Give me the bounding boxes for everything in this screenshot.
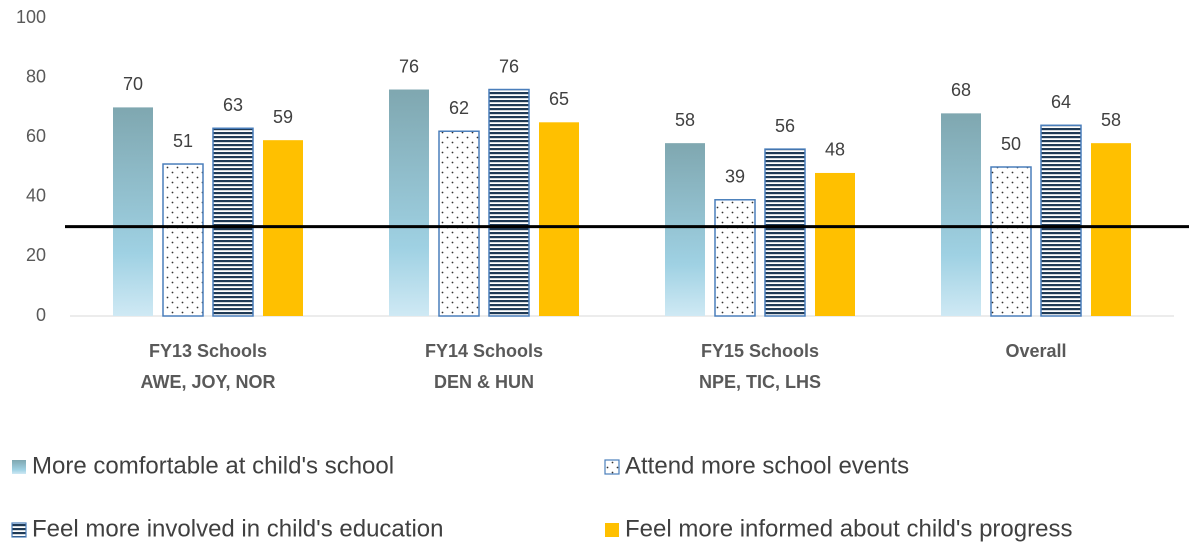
value-label: 76 (499, 56, 519, 76)
bar (488, 88, 530, 317)
bar (815, 172, 855, 316)
value-label: 59 (273, 107, 293, 127)
bar (438, 130, 480, 317)
value-label: 48 (825, 140, 845, 160)
legend-label: Feel more involved in child's education (32, 515, 443, 542)
bar (389, 89, 429, 317)
x-tick-label: Overall (1005, 341, 1066, 361)
legend-swatch (12, 460, 26, 474)
x-tick-label: NPE, TIC, LHS (699, 372, 821, 392)
bar (1040, 124, 1082, 317)
y-tick-label: 40 (26, 186, 46, 206)
value-label: 63 (223, 95, 243, 115)
value-label: 64 (1051, 92, 1071, 112)
legend-swatch (605, 523, 619, 537)
legend-label: Attend more school events (625, 452, 909, 479)
legend-swatch (604, 459, 620, 475)
x-tick-label: FY14 Schools (425, 341, 543, 361)
y-tick-label: 80 (26, 66, 46, 86)
x-tick-label: DEN & HUN (434, 372, 534, 392)
value-label: 76 (399, 56, 419, 76)
value-label: 56 (775, 116, 795, 136)
y-tick-label: 20 (26, 245, 46, 265)
bar (941, 113, 981, 316)
value-label: 58 (675, 110, 695, 130)
bar (113, 107, 153, 317)
value-label: 70 (123, 74, 143, 94)
legend-label: Feel more informed about child's progres… (625, 515, 1072, 542)
value-label: 51 (173, 131, 193, 151)
value-label: 68 (951, 80, 971, 100)
y-tick-label: 0 (36, 305, 46, 325)
bar (714, 199, 756, 317)
legend-swatch (11, 522, 27, 538)
bar (212, 127, 254, 317)
bar (665, 143, 705, 316)
y-tick-label: 100 (16, 7, 46, 27)
bar (990, 166, 1032, 317)
bar (764, 148, 806, 317)
value-label: 65 (549, 89, 569, 109)
bar (1091, 143, 1131, 316)
y-tick-label: 60 (26, 126, 46, 146)
value-label: 39 (725, 167, 745, 187)
x-tick-label: FY13 Schools (149, 341, 267, 361)
bar (539, 122, 579, 316)
x-tick-label: AWE, JOY, NOR (140, 372, 275, 392)
bar (162, 163, 204, 317)
value-label: 50 (1001, 134, 1021, 154)
value-label: 62 (449, 98, 469, 118)
x-tick-label: FY15 Schools (701, 341, 819, 361)
legend-label: More comfortable at child's school (32, 452, 394, 479)
value-label: 58 (1101, 110, 1121, 130)
